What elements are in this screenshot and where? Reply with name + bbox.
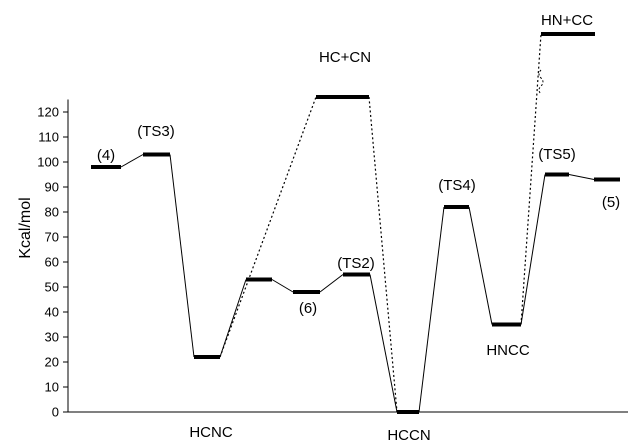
label-TS2: (TS2) (337, 255, 375, 272)
label-L5: (5) (602, 194, 620, 211)
y-tick-label: 80 (45, 205, 59, 220)
y-tick-label: 60 (45, 255, 59, 270)
label-TS3: (TS3) (137, 123, 175, 140)
connection-HNCC-HNCC_diss (520, 33, 542, 325)
label-L4: (4) (97, 147, 115, 164)
y-tick-label: 40 (45, 305, 59, 320)
y-tick-label: 20 (45, 355, 59, 370)
y-tick-label: 110 (38, 130, 59, 145)
connection-TS2-HCCN (369, 274, 398, 413)
connection-HCCN-TS4 (418, 206, 445, 413)
label-TS4: (TS4) (438, 177, 476, 194)
connection-L4-TS3 (120, 154, 144, 168)
y-tick-label: 100 (37, 155, 59, 170)
connections (120, 33, 595, 413)
axis-break-mark (538, 69, 544, 95)
connection-L6-TS2 (319, 274, 344, 293)
connection-TS4-HNCC (468, 206, 493, 325)
energy-levels (91, 32, 620, 414)
y-axis-label: Kcal/mol (17, 197, 34, 258)
y-tick-label: 10 (45, 380, 59, 395)
y-tick-label: 70 (45, 230, 59, 245)
label-HNCC: HNCC (486, 342, 529, 359)
connection-TS5-L5 (568, 174, 595, 180)
connection-L6a-L6 (271, 279, 294, 293)
y-tick-label: 30 (45, 330, 59, 345)
label-HCCN_diss: HC+CN (319, 49, 371, 66)
y-tick-label: 50 (45, 280, 59, 295)
y-tick-label: 120 (37, 105, 59, 120)
connection-HCNC-L6a (219, 279, 247, 358)
label-HCCN: HCCN (387, 427, 430, 443)
connection-HCNC-HCCN_diss (219, 96, 317, 358)
label-HNCC_diss: HN+CC (541, 12, 593, 29)
y-tick-label: 0 (52, 405, 59, 420)
axes: 0 10 20 30 40 50 60 70 80 90 100 110 120 (37, 99, 628, 420)
y-tick-label: 90 (45, 180, 59, 195)
label-L6: (6) (299, 300, 317, 317)
connection-TS3-HCNC (169, 154, 195, 358)
connection-HNCC-TS5 (520, 174, 546, 325)
connection-HCCN_diss-HCCN (368, 96, 398, 413)
label-HCNC: HCNC (189, 424, 232, 441)
label-TS5: (TS5) (538, 146, 576, 163)
species-labels: (4) (TS3) HCNC (6) (TS2) HCCN (TS4) HNCC (TS5) (5… (97, 12, 620, 443)
